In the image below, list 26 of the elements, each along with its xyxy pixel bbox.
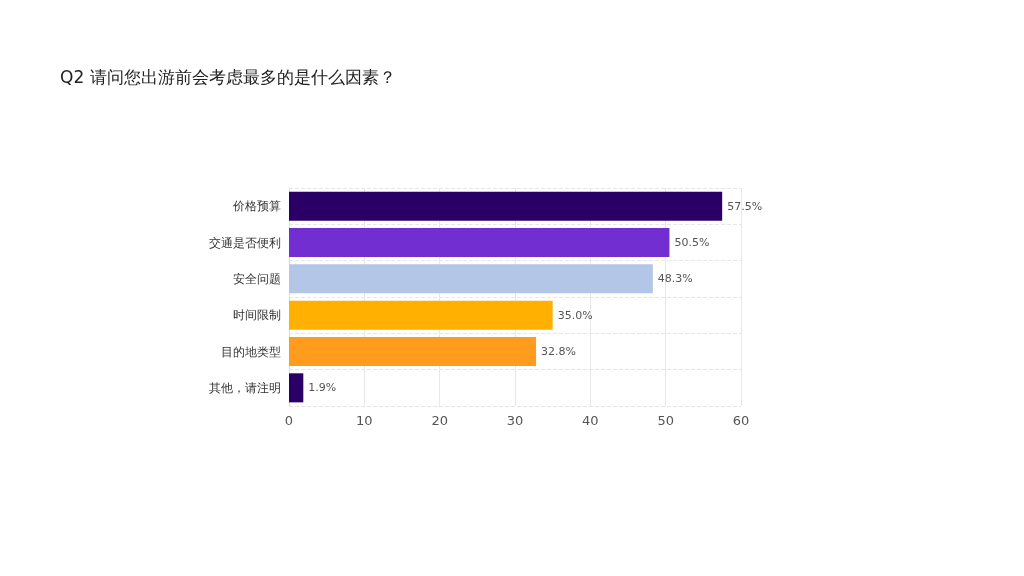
bar [289, 300, 553, 330]
y-tick-label: 时间限制 [233, 308, 281, 323]
y-tick-label: 价格预算 [232, 199, 281, 214]
data-label: 48.3% [657, 272, 693, 286]
data-label: 32.8% [541, 345, 577, 358]
bar [289, 336, 537, 367]
x-tick-label: 20 [431, 413, 448, 428]
data-label: 57.5% [727, 199, 763, 213]
x-tick-label: 10 [356, 413, 373, 428]
x-tick-label: 0 [284, 413, 294, 428]
x-tick-label: 30 [506, 413, 524, 428]
x-tick-label: 60 [732, 413, 750, 428]
bar [289, 227, 670, 258]
bar [289, 373, 304, 403]
data-label: 1.9% [308, 381, 337, 395]
y-tick-label: 安全问题 [233, 271, 281, 286]
chart-title: Q2 请问您出游前会考虑最多的是什么因素？ [60, 66, 396, 87]
data-label: 50.5% [674, 236, 710, 249]
y-tick-label: 目的地类型 [221, 344, 281, 359]
y-tick-label: 其他，请注明 [209, 380, 281, 395]
bar [289, 264, 653, 294]
bar [289, 191, 723, 221]
y-tick-label: 交通是否便利 [209, 235, 281, 250]
x-tick-label: 50 [657, 413, 674, 428]
x-tick-label: 40 [582, 413, 599, 428]
data-label: 35.0% [557, 308, 593, 322]
